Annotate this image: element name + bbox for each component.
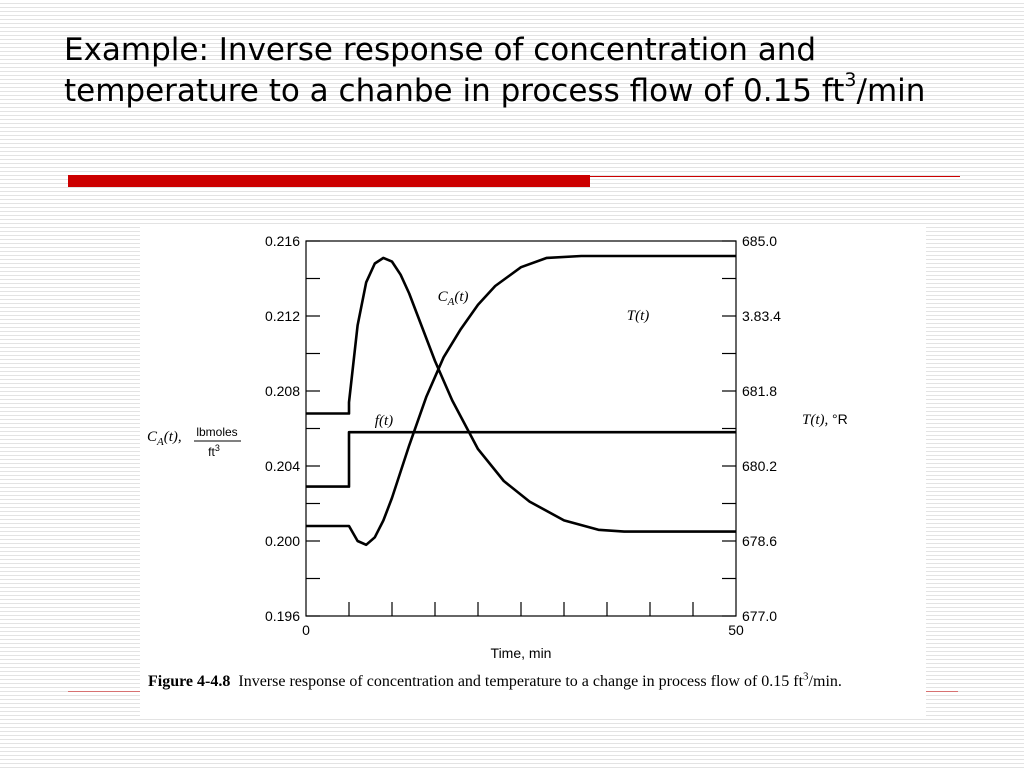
series-lines <box>306 254 736 547</box>
right-tick-label: 678.6 <box>742 533 777 549</box>
left-axis-unit-denominator: ft3 <box>208 443 220 459</box>
axis-labels: CA(t) T(t) f(t) Time, min CA(t), lbmoles ft3 T(… <box>147 289 848 661</box>
right-tick-label: 680.2 <box>742 458 777 474</box>
left-tick-label: 0.200 <box>265 533 300 549</box>
right-tick-label: 3.83.4 <box>742 308 781 324</box>
slide-title-tail: /min <box>856 73 926 109</box>
figure-panel <box>140 225 926 719</box>
left-tick-label: 0.208 <box>265 383 300 399</box>
x-axis-label: Time, min <box>491 645 552 661</box>
caption-tail: /min. <box>808 673 842 690</box>
figure-caption: Figure 4-4.8 Inverse response of concent… <box>148 670 928 692</box>
slide-title-main: Example: Inverse response of concentrati… <box>64 32 845 109</box>
slide-title-superscript: 3 <box>844 68 857 91</box>
x-tick-label-end: 50 <box>728 622 744 638</box>
series-line-tt <box>306 254 736 547</box>
caption-text: Inverse response of concentration and te… <box>238 673 804 690</box>
left-tick-label: 0.212 <box>265 308 300 324</box>
slide-title: Example: Inverse response of concentrati… <box>64 30 964 112</box>
left-axis-label: CA(t), <box>147 429 182 448</box>
left-tick-label: 0.216 <box>265 233 300 249</box>
right-tick-label: 677.0 <box>742 608 777 624</box>
right-tick-label: 681.8 <box>742 383 777 399</box>
axis-ticks: 0.216 0.212 0.208 0.204 0.200 0.196 685.0 3.83.… <box>265 233 781 638</box>
right-tick-label: 685.0 <box>742 233 777 249</box>
x-tick-label-start: 0 <box>302 622 310 638</box>
left-axis-unit-numerator: lbmoles <box>196 425 237 439</box>
caption-figure-label: Figure 4-4.8 <box>148 673 231 690</box>
left-tick-label: 0.196 <box>265 608 300 624</box>
title-underline-thin <box>590 176 960 177</box>
caption-superscript: 3 <box>803 670 809 683</box>
series-line-cat <box>306 256 736 533</box>
plot-border <box>305 240 737 617</box>
series-label: f(t) <box>375 413 393 429</box>
plot-frame <box>305 240 737 617</box>
series-label: T(t) <box>627 308 650 324</box>
right-axis-label: T(t), °R <box>802 411 848 428</box>
series-line-ft <box>306 430 736 488</box>
left-tick-label: 0.204 <box>265 458 300 474</box>
series-label: CA(t) <box>438 289 469 308</box>
title-underline-bar <box>68 175 590 187</box>
